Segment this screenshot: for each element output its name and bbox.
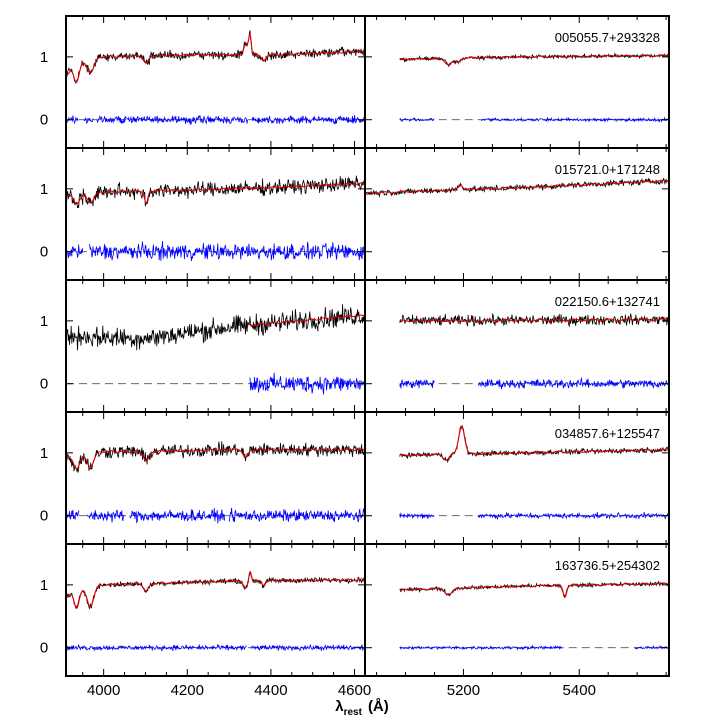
y-tick-label: 1	[40, 577, 48, 594]
x-axis: 4000 4200 4400 4600 5200 5400	[87, 682, 596, 699]
spectrum-panel	[66, 280, 365, 412]
spectrum-panel	[365, 544, 669, 676]
model-spectrum	[66, 448, 365, 470]
spectrum-panel	[365, 412, 669, 544]
x-tick-label: 4400	[254, 682, 287, 699]
residual-spectrum	[399, 116, 669, 123]
y-tick-label: 0	[40, 640, 48, 657]
object-label: 015721.0+171248	[555, 162, 660, 177]
observed-spectrum	[66, 30, 365, 85]
model-spectrum	[399, 582, 669, 598]
object-label: 163736.5+254302	[555, 558, 660, 573]
y-tick-label: 0	[40, 244, 48, 261]
observed-spectrum	[66, 441, 365, 473]
model-spectrum	[399, 318, 669, 323]
spectrum-panel	[365, 16, 669, 148]
object-label: 005055.7+293328	[555, 30, 660, 45]
x-tick-label: 5400	[563, 682, 596, 699]
figure-frame	[65, 15, 670, 677]
x-axis-lambda: λ	[335, 698, 344, 715]
residual-spectrum	[66, 643, 365, 652]
y-tick-label: 0	[40, 508, 48, 525]
x-axis-subscript: rest	[344, 707, 363, 718]
y-tick-label: 1	[40, 313, 48, 330]
y-tick-label: 1	[40, 445, 48, 462]
x-tick-label: 5200	[447, 682, 480, 699]
spectrum-panel	[66, 544, 365, 676]
residual-spectrum	[399, 511, 669, 521]
model-spectrum	[399, 54, 669, 66]
residual-spectrum	[66, 507, 365, 524]
model-spectrum	[66, 571, 365, 610]
x-tick-label: 4200	[171, 682, 204, 699]
x-tick-label: 4000	[87, 682, 120, 699]
y-tick-label: 0	[40, 112, 48, 129]
spectrum-panel	[66, 16, 365, 148]
object-label: 034857.6+125547	[555, 426, 660, 441]
x-tick-label: 4600	[338, 682, 371, 699]
model-spectrum	[247, 314, 365, 327]
object-label: 022150.6+132741	[555, 294, 660, 309]
y-tick-label: 0	[40, 376, 48, 393]
residual-spectrum	[249, 372, 365, 395]
plot-frame	[65, 15, 670, 677]
model-spectrum	[399, 425, 669, 461]
spectrum-panel	[365, 280, 669, 412]
observed-spectrum	[399, 312, 669, 328]
x-axis-unit: (Å)	[368, 698, 389, 715]
residual-spectrum	[399, 376, 669, 390]
y-tick-label: 1	[40, 49, 48, 66]
model-spectrum	[66, 32, 365, 83]
residual-spectrum	[66, 241, 365, 262]
model-spectrum	[365, 179, 669, 195]
spectrum-panel	[66, 148, 365, 280]
y-axis: 0 1 0 1 0 1 0 1 0 1	[40, 49, 48, 657]
panel-grid: 005055.7+293328 015721.0+171248 022150.6+1…	[66, 16, 669, 676]
y-tick-label: 1	[40, 181, 48, 198]
observed-spectrum	[66, 304, 365, 351]
model-spectrum	[66, 182, 365, 205]
x-axis-title: λrest (Å)	[335, 698, 389, 718]
residual-spectrum	[66, 114, 365, 125]
